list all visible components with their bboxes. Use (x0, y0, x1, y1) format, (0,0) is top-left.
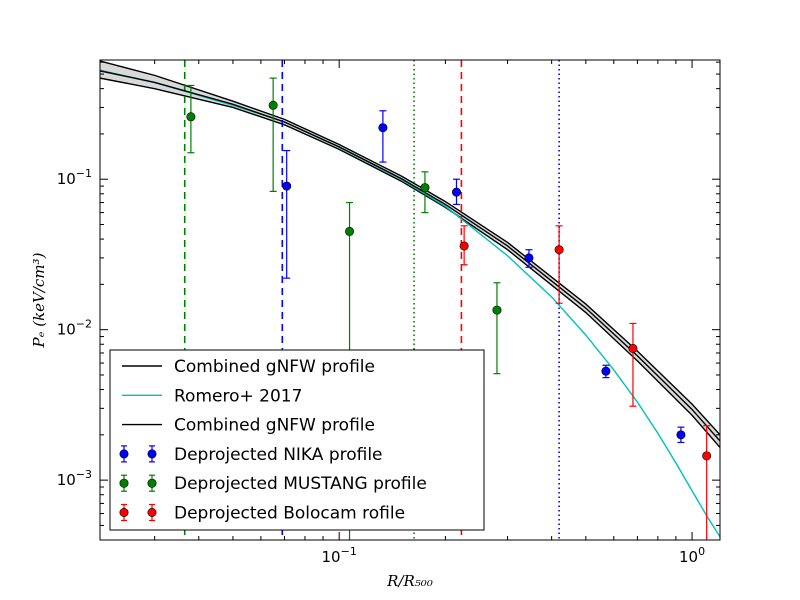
data-point (345, 226, 355, 236)
data-point (702, 451, 712, 461)
legend-label: Romero+ 2017 (174, 386, 302, 406)
legend-marker (147, 449, 157, 459)
data-point (601, 366, 611, 376)
legend-label: Combined gNFW profile (174, 357, 375, 377)
legend-marker (119, 449, 129, 459)
legend-label: Deprojected NIKA profile (174, 445, 383, 465)
data-point (282, 181, 292, 191)
data-point (554, 245, 564, 255)
gnfw-lower-curve (100, 77, 720, 448)
data-point (524, 253, 534, 263)
tick-label: 10−3 (57, 468, 92, 489)
legend-marker (119, 507, 129, 517)
legend-label: Deprojected Bolocam rofile (174, 504, 405, 524)
legend-marker (147, 478, 157, 488)
y-axis-label: Pₑ (keV/cm³) (30, 252, 48, 348)
data-point (459, 241, 469, 251)
data-point (492, 305, 502, 315)
legend-box (109, 349, 485, 531)
tick-label: 10−1 (322, 545, 357, 566)
plot-frame (99, 59, 721, 541)
data-point (420, 183, 430, 193)
tick-label: 10−1 (57, 167, 92, 188)
tick-label: 10−2 (57, 318, 92, 339)
legend: Combined gNFW profile Romero+ 2017 Combine… (109, 349, 485, 531)
legend-marker (147, 507, 157, 517)
data-point (186, 112, 196, 122)
data-point (378, 123, 388, 133)
data-point (628, 343, 638, 353)
legend-label: Combined gNFW profile (174, 416, 375, 436)
data-point (451, 187, 461, 197)
data-point (676, 430, 686, 440)
legend-marker (119, 478, 129, 488)
legend-label: Deprojected MUSTANG profile (174, 474, 427, 494)
x-axis-label: R/R₅₀₀ (386, 572, 433, 590)
data-point (268, 100, 278, 110)
tick-label: 100 (679, 545, 705, 566)
